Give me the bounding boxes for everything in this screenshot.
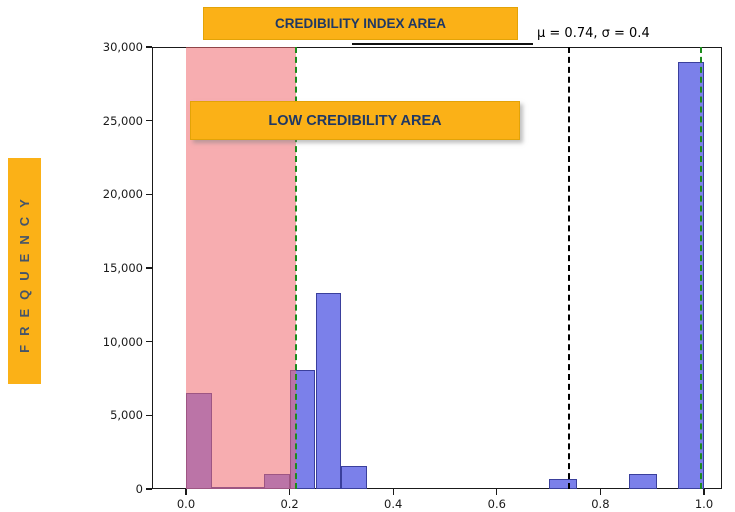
x-tick-label: 0.4 bbox=[384, 497, 403, 511]
histogram-bar bbox=[548, 479, 578, 489]
y-tick bbox=[146, 46, 152, 48]
y-axis-title: FREQUENCY bbox=[17, 189, 32, 353]
x-tick-label: 0.2 bbox=[280, 497, 299, 511]
histogram-bar bbox=[628, 474, 658, 489]
x-tick bbox=[185, 489, 187, 495]
low-credibility-threshold-line bbox=[295, 47, 298, 489]
x-tick-label: 1.0 bbox=[694, 497, 714, 511]
x-tick bbox=[289, 489, 291, 495]
y-tick bbox=[146, 120, 152, 122]
y-tick-label: 25,000 bbox=[102, 113, 143, 128]
y-tick-label: 0 bbox=[135, 482, 143, 496]
x-tick-label: 0.6 bbox=[487, 497, 506, 511]
low-credibility-banner: LOW CREDIBILITY AREA bbox=[190, 101, 520, 140]
credibility-index-banner-label: CREDIBILITY INDEX AREA bbox=[274, 16, 447, 31]
histogram-bar bbox=[341, 466, 368, 489]
y-tick-label: 15,000 bbox=[102, 261, 143, 275]
mean-line bbox=[568, 47, 571, 489]
low-credibility-banner-label: LOW CREDIBILITY AREA bbox=[268, 112, 442, 129]
plot-area bbox=[152, 47, 722, 489]
y-axis-title-box: FREQUENCY bbox=[8, 158, 41, 384]
histogram-bar bbox=[678, 61, 704, 489]
occluded-title-line bbox=[352, 43, 533, 45]
y-tick-label: 5,000 bbox=[110, 408, 143, 423]
x-tick-label: 0.8 bbox=[591, 497, 610, 511]
y-tick bbox=[146, 193, 152, 196]
y-tick bbox=[146, 341, 152, 343]
y-tick-label: 20,000 bbox=[102, 187, 143, 202]
high-credibility-line bbox=[700, 47, 703, 489]
histogram-bar bbox=[315, 293, 342, 489]
y-tick-label: 30,000 bbox=[102, 40, 143, 54]
x-tick bbox=[599, 489, 602, 495]
mu-sigma-annotation: μ = 0.74, σ = 0.4 bbox=[537, 26, 650, 41]
y-tick bbox=[146, 414, 152, 417]
credibility-index-banner: CREDIBILITY INDEX AREA bbox=[203, 7, 518, 40]
y-tick bbox=[146, 488, 152, 490]
x-tick bbox=[496, 489, 498, 495]
x-tick bbox=[703, 489, 705, 495]
x-tick bbox=[392, 489, 394, 495]
x-tick-label: 0.0 bbox=[176, 497, 196, 511]
y-tick bbox=[146, 267, 152, 269]
y-tick-label: 10,000 bbox=[102, 334, 143, 349]
